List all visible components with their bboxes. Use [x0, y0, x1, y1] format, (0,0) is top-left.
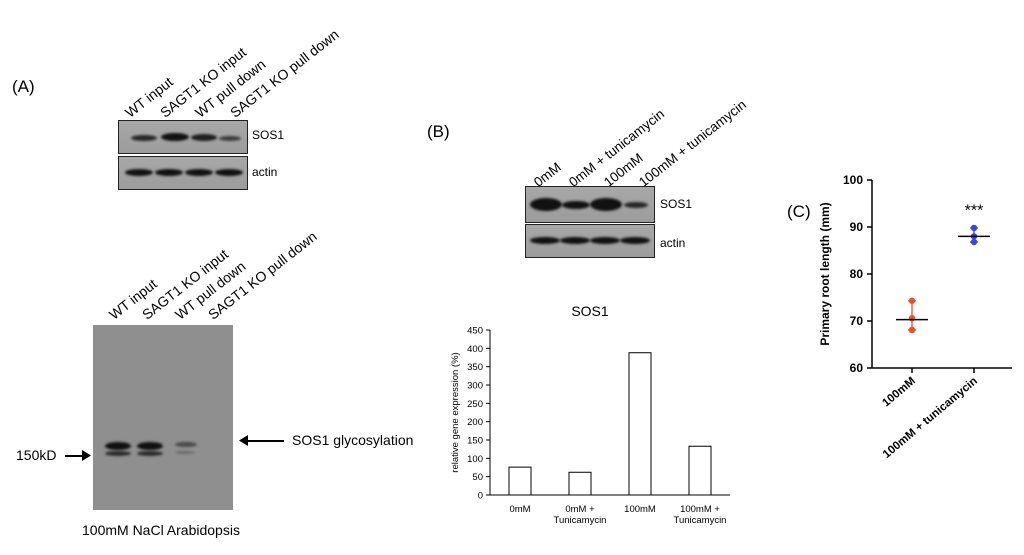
scatter-y-axis-label: Primary root length (mm)	[818, 202, 832, 345]
scatter-y-tick-label-2: 80	[850, 267, 864, 281]
marker-150kd-label: 150kD	[16, 447, 57, 463]
panel-a-actin-blot	[118, 156, 248, 190]
scatter-point-0-0	[908, 297, 916, 304]
panel-b-actin-blot	[525, 224, 655, 258]
marker-arrow	[65, 455, 85, 457]
bar-category-label-0-0: 0mM	[509, 504, 530, 515]
bar-2	[628, 352, 652, 496]
bar-chart-y-axis-label: relative gene expression (%)	[450, 352, 461, 472]
scatter-point-1-2	[970, 238, 978, 246]
panel-b-label: (B)	[427, 122, 450, 141]
bar-chart-y-tick-label-0: 0	[478, 491, 483, 502]
panel-a-label: (A)	[12, 77, 35, 96]
panel-a-actin-label: actin	[252, 165, 278, 179]
scatter-point-0-1	[908, 314, 916, 322]
bar-chart-y-tick-label-5: 250	[467, 399, 483, 410]
bar-1	[568, 471, 592, 496]
bar-category-label-1-1: Tunicamycin	[554, 515, 607, 526]
bar-chart-y-tick-label-8: 400	[467, 344, 483, 355]
scatter-y-tick-label-3: 90	[850, 220, 864, 234]
scatter-y-tick-label-0: 60	[850, 361, 864, 375]
glycosylation-arrow	[246, 440, 284, 442]
scatter-y-tick-label-4: 100	[843, 173, 863, 187]
significance-marker: ***	[965, 202, 984, 219]
sos1-expression-bar-chart: SOS1 0 50 100 150 200 250 300 350 400 450 relative …	[450, 303, 730, 526]
bar-chart-title: SOS1	[571, 303, 609, 319]
panel-a-glycosylation-gel	[93, 325, 233, 510]
bar-3	[688, 445, 712, 496]
panel-b-sos1-label: SOS1	[660, 197, 693, 211]
panel-c-label: (C)	[787, 202, 811, 221]
panel-b-sos1-blot	[525, 186, 655, 223]
bar-category-label-3-1: Tunicamycin	[674, 515, 727, 526]
bar-chart-y-tick-label-9: 450	[467, 326, 483, 337]
sos1-glycosylation-label: SOS1 glycosylation	[292, 432, 414, 448]
bar-category-label-3-0: 100mM +	[680, 504, 720, 515]
root-length-scatter-chart: 60 70 80 90 100 Primary root length (mm) 100mM…	[818, 173, 1012, 461]
glycosylation-arrow-head-icon	[239, 435, 248, 446]
bar-0	[508, 466, 532, 496]
bar-category-label-1-0: 0mM +	[565, 504, 595, 515]
scatter-y-tick-label-1: 70	[850, 314, 864, 328]
marker-arrow-head-icon	[82, 450, 91, 461]
scatter-point-0-2	[908, 326, 916, 334]
bar-chart-y-tick-label-3: 150	[467, 436, 483, 447]
panel-a-caption: 100mM NaCl Arabidopsis	[82, 522, 240, 538]
scatter-point-1-0	[970, 224, 978, 232]
bar-chart-y-tick-label-1: 50	[472, 472, 483, 483]
bar-category-label-2-0: 100mM	[624, 504, 656, 515]
panel-a-sos1-label: SOS1	[252, 128, 285, 142]
bar-chart-y-tick-label-6: 300	[467, 381, 483, 392]
bar-chart-y-tick-label-2: 100	[467, 454, 483, 465]
panel-a-sos1-blot	[118, 120, 248, 154]
bar-chart-y-tick-label-4: 200	[467, 417, 483, 428]
bar-chart-y-tick-label-7: 350	[467, 362, 483, 373]
panel-b-actin-label: actin	[660, 236, 686, 250]
scatter-category-label-0: 100mM	[880, 375, 918, 409]
